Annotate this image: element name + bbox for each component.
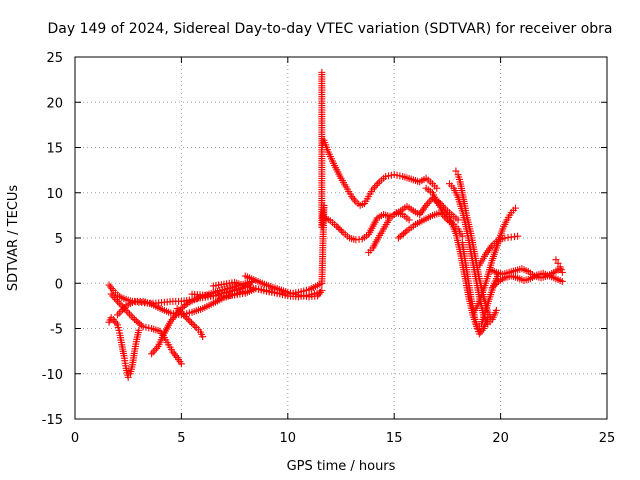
data-point (149, 348, 157, 356)
data-point (318, 279, 326, 287)
x-tick-label: 0 (71, 431, 79, 446)
data-point (405, 216, 413, 224)
data-point (558, 268, 566, 276)
series-track-9 (209, 278, 326, 298)
series-track-2 (105, 314, 143, 381)
data-point (129, 314, 137, 322)
data-point (180, 311, 188, 319)
data-point (334, 224, 342, 232)
data-point (511, 204, 519, 212)
data-point (188, 319, 196, 327)
data-point (492, 306, 500, 314)
data-point (488, 284, 496, 292)
x-tick-label: 20 (492, 431, 509, 446)
data-point (554, 259, 562, 267)
data-point (135, 326, 143, 334)
data-point (374, 180, 382, 188)
data-point (371, 183, 379, 191)
data-point (176, 308, 184, 316)
data-point (490, 282, 498, 290)
data-point (125, 310, 133, 318)
data-point (182, 301, 190, 309)
plot-frame (74, 56, 608, 420)
x-tick-label: 10 (280, 431, 297, 446)
data-point (114, 311, 122, 319)
data-point (148, 350, 156, 358)
data-point (514, 232, 522, 240)
series-track-22 (488, 269, 566, 292)
data-point (112, 296, 120, 304)
data-point (491, 281, 499, 289)
data-point (493, 279, 501, 287)
data-point (396, 233, 404, 241)
data-point (558, 277, 566, 285)
data-point (186, 317, 194, 325)
series-isolated (318, 68, 328, 287)
y-tick-label: 5 (55, 232, 63, 247)
x-tick-label: 25 (599, 431, 616, 446)
data-point (137, 321, 145, 329)
y-tick-label: -5 (50, 323, 63, 338)
data-point (175, 306, 183, 314)
data-point (181, 313, 189, 321)
series-track-10 (318, 136, 441, 209)
data-point (338, 227, 346, 235)
y-tick-label: -15 (42, 413, 63, 428)
x-axis-label: GPS time / hours (287, 459, 396, 474)
x-tick-label: 15 (386, 431, 403, 446)
data-point (318, 286, 326, 294)
series-track-23 (552, 256, 566, 276)
data-point (199, 333, 207, 341)
x-tick-label: 5 (177, 431, 185, 446)
axis-ticks: 0 5 10 15 20 25 -15 -10 -5 0 5 10 15 20 25 (42, 51, 616, 446)
y-tick-label: 20 (46, 96, 63, 111)
data-point (452, 167, 460, 175)
data-point (124, 373, 132, 381)
data-point (400, 230, 408, 238)
data-point (178, 309, 186, 317)
data-point (179, 304, 187, 312)
data-point (454, 216, 462, 224)
data-point (180, 302, 188, 310)
series-track-18 (458, 239, 492, 338)
data-point (136, 320, 144, 328)
data-points (105, 68, 566, 381)
data-point (189, 320, 197, 328)
data-point (132, 317, 140, 325)
chart-title: Day 149 of 2024, Sidereal Day-to-day VTE… (47, 21, 612, 37)
data-point (433, 184, 441, 192)
y-axis-label: SDTVAR / TECUs (6, 185, 21, 292)
series-track-19 (471, 204, 519, 314)
data-point (552, 256, 560, 264)
data-point (394, 234, 402, 242)
data-point (177, 360, 185, 368)
y-tick-label: 15 (46, 142, 63, 157)
data-point (115, 309, 123, 317)
data-point (336, 225, 344, 233)
y-tick-label: 25 (46, 51, 63, 66)
data-point (127, 312, 135, 320)
data-point (183, 314, 191, 322)
data-point (184, 316, 192, 324)
data-point (484, 314, 492, 322)
y-tick-label: 10 (46, 187, 63, 202)
data-point (372, 182, 380, 190)
grid-lines (75, 57, 607, 419)
data-point (398, 231, 406, 239)
data-point (131, 315, 139, 323)
series-track-20 (475, 232, 522, 269)
data-point (191, 322, 199, 330)
data-point (173, 305, 181, 313)
y-tick-label: 0 (55, 277, 63, 292)
data-point (151, 346, 159, 354)
data-point (333, 222, 341, 230)
data-point (401, 228, 409, 236)
series-track-6 (173, 305, 207, 341)
y-tick-label: -10 (42, 368, 63, 383)
data-point (134, 318, 142, 326)
